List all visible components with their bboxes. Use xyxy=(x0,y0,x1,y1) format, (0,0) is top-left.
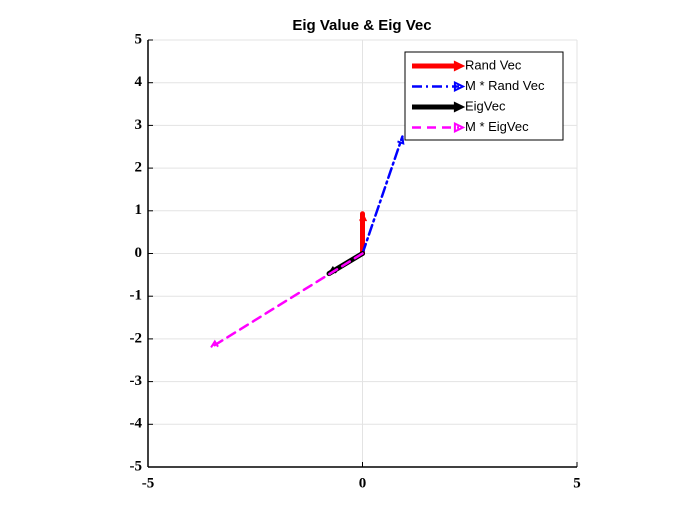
y-tick-label: -4 xyxy=(130,416,143,432)
arrow-head xyxy=(359,213,368,222)
legend-arrow xyxy=(453,80,466,93)
legend-arrow xyxy=(453,101,466,113)
vector xyxy=(361,135,404,255)
y-tick-label: 4 xyxy=(135,74,143,90)
y-tick-label: -5 xyxy=(130,458,143,474)
legend-label: Rand Vec xyxy=(465,57,522,72)
y-tick-label: 5 xyxy=(135,31,143,47)
x-tick-label: 5 xyxy=(573,475,581,491)
y-tick-label: 2 xyxy=(135,160,143,176)
legend-label: EigVec xyxy=(465,98,506,113)
arrow-head xyxy=(397,136,405,145)
y-tick-label: 0 xyxy=(135,245,143,261)
legend-arrow xyxy=(453,121,466,134)
arrow-head xyxy=(210,339,219,348)
y-tick-label: -2 xyxy=(130,330,143,346)
y-tick-label: -3 xyxy=(130,373,143,389)
legend-label: M * EigVec xyxy=(465,119,529,134)
legend-arrow xyxy=(453,60,466,72)
legend-label: M * Rand Vec xyxy=(465,78,545,93)
x-tick-label: 0 xyxy=(359,475,367,491)
chart-title: Eig Value & Eig Vec xyxy=(292,17,431,34)
y-tick-label: 3 xyxy=(135,117,143,133)
y-tick-label: -1 xyxy=(130,288,143,304)
x-tick-label: -5 xyxy=(142,475,155,491)
y-tick-label: 1 xyxy=(135,202,143,218)
vector xyxy=(209,252,364,349)
